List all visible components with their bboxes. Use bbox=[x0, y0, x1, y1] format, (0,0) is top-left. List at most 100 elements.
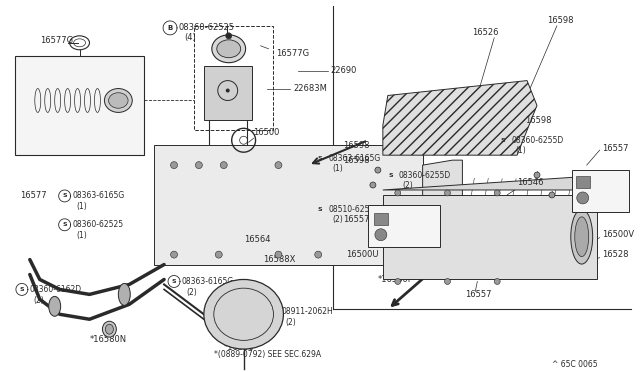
Text: 16500: 16500 bbox=[253, 128, 280, 137]
Text: 08510-6252C: 08510-6252C bbox=[328, 205, 380, 214]
Text: 16557: 16557 bbox=[465, 290, 492, 299]
Polygon shape bbox=[422, 160, 463, 250]
Text: 08363-6165G: 08363-6165G bbox=[328, 154, 380, 163]
Text: 16577G: 16577G bbox=[40, 36, 73, 45]
Text: S: S bbox=[318, 207, 323, 212]
Text: S: S bbox=[388, 173, 393, 177]
Bar bbox=[576, 176, 589, 188]
Text: S: S bbox=[62, 222, 67, 227]
Circle shape bbox=[275, 162, 282, 169]
Circle shape bbox=[494, 279, 500, 285]
Bar bbox=[15, 56, 144, 155]
Circle shape bbox=[445, 190, 451, 196]
Circle shape bbox=[395, 279, 401, 285]
Circle shape bbox=[226, 89, 230, 93]
Bar bbox=[194, 26, 273, 130]
Ellipse shape bbox=[104, 89, 132, 112]
Text: (4): (4) bbox=[184, 33, 196, 42]
Text: 16576E: 16576E bbox=[392, 230, 420, 239]
Ellipse shape bbox=[49, 296, 61, 316]
Text: S: S bbox=[172, 279, 177, 284]
Text: 08911-2062H: 08911-2062H bbox=[282, 307, 333, 316]
Text: 16557: 16557 bbox=[343, 215, 369, 224]
Ellipse shape bbox=[118, 283, 131, 305]
Text: *(0889-0792) SEE SEC.629A: *(0889-0792) SEE SEC.629A bbox=[214, 350, 321, 359]
Text: *16580N: *16580N bbox=[90, 335, 127, 344]
Ellipse shape bbox=[212, 35, 246, 63]
Text: 08363-6165G: 08363-6165G bbox=[182, 277, 234, 286]
Text: S: S bbox=[318, 155, 323, 161]
Ellipse shape bbox=[204, 279, 284, 349]
Text: 16528: 16528 bbox=[602, 250, 628, 259]
Text: FRONT: FRONT bbox=[429, 267, 463, 278]
Circle shape bbox=[375, 229, 387, 241]
Text: (2): (2) bbox=[285, 318, 296, 327]
Text: (1): (1) bbox=[332, 164, 343, 173]
Text: 08363-6165G: 08363-6165G bbox=[72, 192, 125, 201]
Text: 16579: 16579 bbox=[19, 66, 43, 75]
Text: 16576E: 16576E bbox=[591, 195, 620, 205]
Text: S: S bbox=[20, 287, 24, 292]
Ellipse shape bbox=[217, 40, 241, 58]
Text: 08360-6162D: 08360-6162D bbox=[30, 285, 82, 294]
Text: 16526: 16526 bbox=[472, 28, 499, 37]
Text: 08360-62525: 08360-62525 bbox=[72, 220, 124, 229]
Text: 22683M: 22683M bbox=[293, 84, 327, 93]
Text: 16500U: 16500U bbox=[346, 250, 378, 259]
Circle shape bbox=[220, 162, 227, 169]
Text: 16500V: 16500V bbox=[602, 230, 634, 239]
Text: 16557M: 16557M bbox=[591, 180, 621, 189]
Ellipse shape bbox=[106, 324, 113, 334]
Bar bbox=[572, 170, 630, 212]
Text: S: S bbox=[501, 138, 506, 143]
Bar bbox=[368, 205, 440, 247]
Text: 16578: 16578 bbox=[23, 113, 47, 122]
Text: (2): (2) bbox=[332, 215, 343, 224]
Ellipse shape bbox=[575, 217, 589, 257]
Text: 16598: 16598 bbox=[547, 16, 573, 25]
Text: ^ 65C 0065: ^ 65C 0065 bbox=[552, 359, 598, 369]
Polygon shape bbox=[154, 145, 422, 264]
Circle shape bbox=[315, 251, 322, 258]
Text: 16564: 16564 bbox=[244, 235, 270, 244]
Text: B: B bbox=[168, 25, 173, 31]
Text: 16557M: 16557M bbox=[392, 215, 422, 224]
Text: 16598: 16598 bbox=[343, 141, 369, 150]
Text: 16546: 16546 bbox=[517, 177, 543, 186]
Ellipse shape bbox=[109, 93, 128, 108]
Text: (2): (2) bbox=[403, 180, 413, 189]
Polygon shape bbox=[383, 177, 596, 190]
Circle shape bbox=[445, 279, 451, 285]
Ellipse shape bbox=[571, 209, 593, 264]
Circle shape bbox=[494, 190, 500, 196]
Circle shape bbox=[577, 192, 589, 204]
Circle shape bbox=[195, 162, 202, 169]
Text: 16557: 16557 bbox=[602, 144, 628, 153]
Circle shape bbox=[170, 251, 177, 258]
Text: 22690: 22690 bbox=[330, 66, 356, 75]
Text: (1): (1) bbox=[77, 231, 87, 240]
Text: (1): (1) bbox=[515, 146, 526, 155]
Text: 16588X: 16588X bbox=[264, 255, 296, 264]
Text: 16577F: 16577F bbox=[19, 76, 47, 85]
Text: N: N bbox=[271, 309, 276, 314]
Text: 16598: 16598 bbox=[343, 155, 369, 165]
Text: (2): (2) bbox=[34, 296, 45, 305]
Circle shape bbox=[275, 251, 282, 258]
Text: 16576P: 16576P bbox=[19, 87, 48, 96]
Bar bbox=[374, 213, 388, 225]
Circle shape bbox=[215, 251, 222, 258]
Polygon shape bbox=[204, 66, 252, 121]
Polygon shape bbox=[383, 195, 596, 279]
Text: *16556: *16556 bbox=[224, 343, 255, 352]
Circle shape bbox=[549, 192, 555, 198]
Text: (2): (2) bbox=[186, 288, 196, 297]
Text: 16577: 16577 bbox=[20, 192, 47, 201]
Text: S: S bbox=[62, 193, 67, 198]
Text: 16598: 16598 bbox=[525, 116, 552, 125]
Text: 16577E: 16577E bbox=[23, 99, 52, 108]
Circle shape bbox=[170, 162, 177, 169]
Polygon shape bbox=[383, 81, 537, 155]
Ellipse shape bbox=[102, 321, 116, 337]
Circle shape bbox=[395, 190, 401, 196]
